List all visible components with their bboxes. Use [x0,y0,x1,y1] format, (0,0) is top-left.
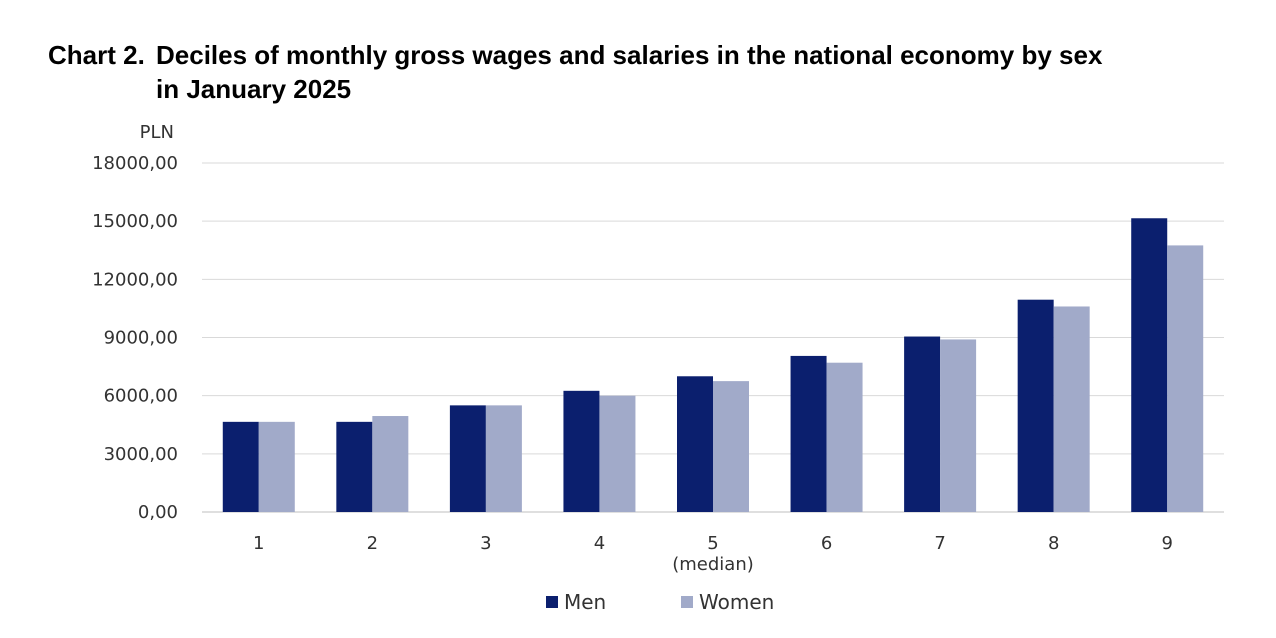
bar-women-7 [940,339,977,512]
x-tick-sublabel: (median) [672,554,754,575]
x-tick-label: 3 [480,533,491,554]
legend-swatch-women [681,596,693,608]
y-tick-label: 9000,00 [104,328,178,349]
bar-men-8 [1017,299,1054,512]
x-tick-label: 9 [1161,533,1172,554]
x-tick-label: 6 [821,533,832,554]
x-tick-label: 4 [594,533,605,554]
bar-women-2 [372,416,409,512]
x-tick-label: 2 [367,533,378,554]
y-tick-label: 18000,00 [92,153,178,174]
bar-women-9 [1167,245,1204,512]
bar-men-3 [449,405,486,512]
bar-men-6 [790,355,827,512]
chart-number: Chart 2. [48,40,145,70]
chart-title: Chart 2. Deciles of monthly gross wages a… [48,38,1228,106]
x-axis-ticks: 1 2 3 4 5(median) 6 7 8 9 [253,533,1173,575]
bar-men-5 [677,376,713,512]
x-tick-label: 7 [934,533,945,554]
y-tick-label: 15000,00 [92,211,178,232]
bar-women-8 [1053,306,1090,512]
x-tick-label: 1 [253,533,264,554]
chart-title-line2: in January 2025 [156,74,352,104]
bar-men-9 [1131,218,1168,512]
y-tick-label: 3000,00 [104,444,178,465]
y-axis-ticks: 0,00 3000,00 6000,00 9000,00 12000,00 15000,0… [92,153,178,523]
legend-label-women: Women [699,590,774,614]
legend-label-men: Men [564,590,606,614]
bar-women-6 [826,362,863,512]
bar-women-1 [258,421,295,512]
x-tick-label: 8 [1048,533,1059,554]
y-axis-unit-label: PLN [140,122,174,143]
bar-women-4 [599,395,636,512]
legend-swatch-men [546,596,558,608]
bars [222,218,1204,512]
bar-men-2 [336,421,373,512]
bar-men-7 [904,336,941,512]
y-tick-label: 6000,00 [104,386,178,407]
legend: Men Women [546,590,774,614]
bar-women-5 [713,381,749,512]
y-tick-label: 0,00 [138,502,178,523]
bar-men-4 [563,390,600,512]
x-tick-label: 5 [707,533,718,554]
bar-women-3 [485,405,522,512]
bar-men-1 [222,421,259,512]
y-tick-label: 12000,00 [92,269,178,290]
chart-title-line1: Deciles of monthly gross wages and salar… [156,40,1103,70]
